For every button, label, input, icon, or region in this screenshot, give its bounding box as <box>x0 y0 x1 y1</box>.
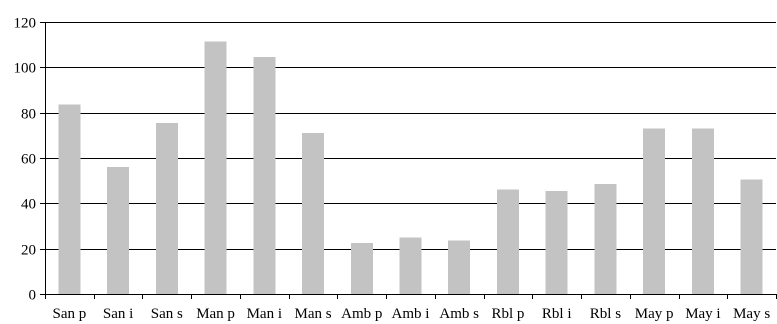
bar-amb-s <box>448 240 471 294</box>
bar-rbl-s <box>594 184 617 294</box>
bar-rbl-i <box>545 190 568 294</box>
x-tick-label: Man s <box>294 306 331 322</box>
bar-man-i <box>253 57 276 295</box>
x-tick-label: San p <box>52 306 86 322</box>
x-tick-label: Man i <box>247 306 282 322</box>
y-tick-label: 40 <box>21 197 36 213</box>
bar-may-s <box>740 179 763 294</box>
bar-amb-i <box>399 237 422 294</box>
x-tick-label: Rbl p <box>491 306 524 322</box>
bar-rbl-p <box>496 189 519 294</box>
y-tick-label: 0 <box>29 288 37 304</box>
bar-san-s <box>155 122 178 294</box>
x-tick-label: Amb i <box>392 306 430 322</box>
bars <box>58 41 763 295</box>
bar-san-i <box>107 167 130 294</box>
bar-may-p <box>643 128 666 294</box>
x-tick-label: Amb s <box>439 306 479 322</box>
x-tick-label: Rbl s <box>590 306 621 322</box>
bar-man-s <box>302 133 325 294</box>
x-tick-labels: San p San i San s Man p Man i Man s Amb p Amb i… <box>52 306 770 322</box>
x-tick-label: Man p <box>196 306 235 322</box>
gridlines <box>45 22 776 250</box>
y-tick-labels: 0 20 40 60 80 100 120 <box>14 16 37 304</box>
y-tick-label: 20 <box>21 243 36 259</box>
x-tick-label: May i <box>685 306 720 322</box>
x-tick-label: Rbl i <box>542 306 572 322</box>
bar-amb-p <box>350 243 373 294</box>
x-tick-label: San i <box>103 306 133 322</box>
x-tick-label: San s <box>151 306 183 322</box>
x-tick-label: May s <box>733 306 770 322</box>
axes <box>40 22 777 299</box>
x-tick-label: Amb p <box>341 306 382 322</box>
bar-man-p <box>204 41 227 295</box>
y-tick-label: 120 <box>14 16 37 32</box>
bar-may-i <box>691 128 714 294</box>
x-tick-label: May p <box>635 306 674 322</box>
bar-san-p <box>58 104 81 294</box>
y-tick-label: 60 <box>21 152 36 168</box>
y-tick-label: 100 <box>14 61 37 77</box>
y-tick-label: 80 <box>21 107 36 123</box>
